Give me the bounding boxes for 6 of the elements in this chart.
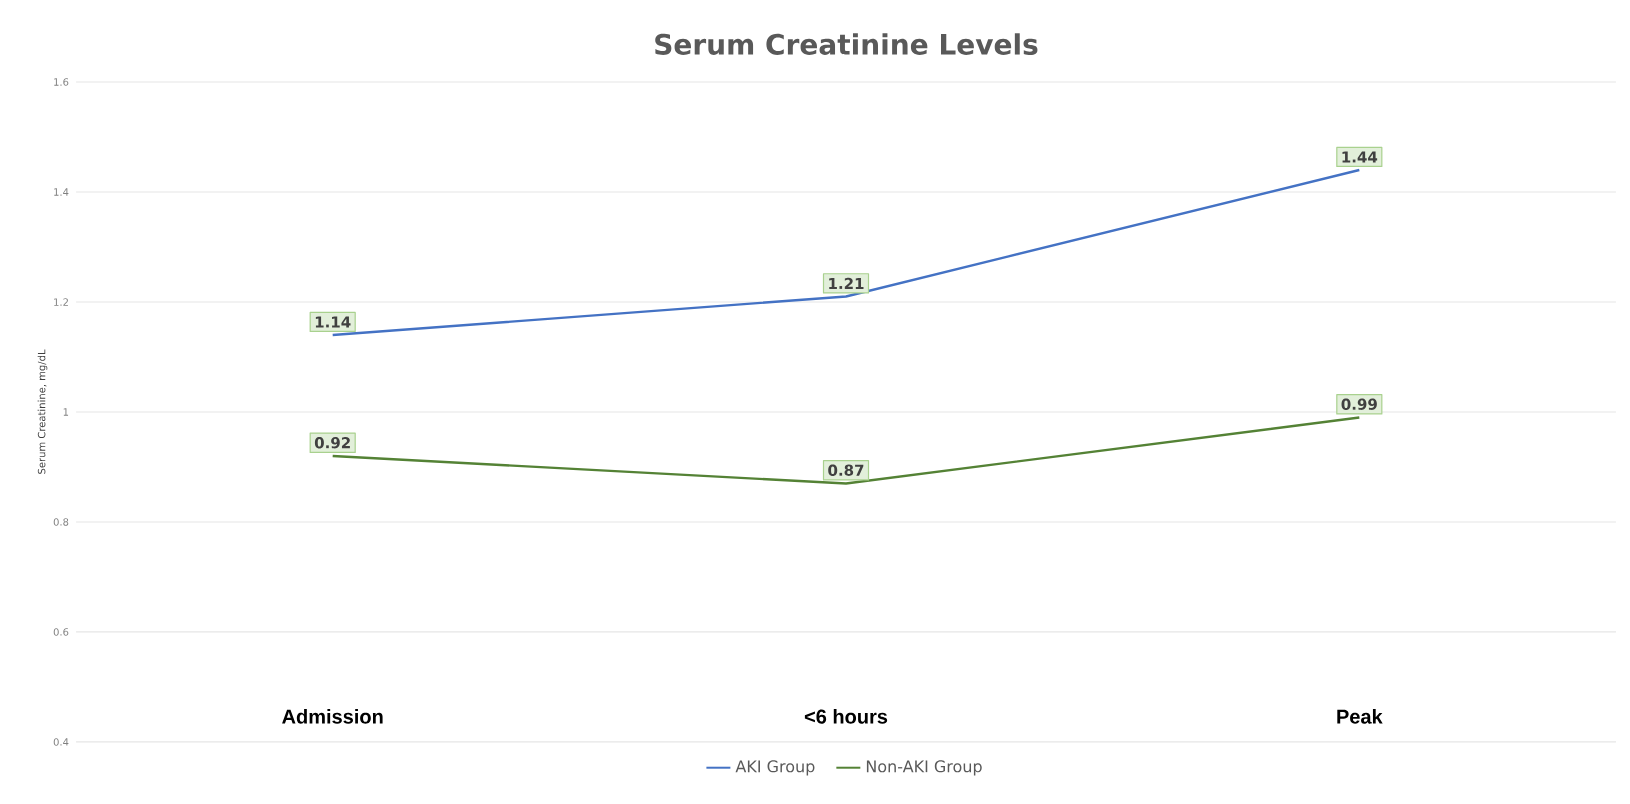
legend-label: AKI Group <box>735 760 815 776</box>
legend-label: Non-AKI Group <box>866 760 982 776</box>
x-tick-label: <6 hours <box>804 709 888 724</box>
x-tick-label: Admission <box>282 709 383 724</box>
x-tick-label: Peak <box>1337 709 1383 724</box>
chart-title: Serum Creatinine Levels <box>655 33 1038 55</box>
